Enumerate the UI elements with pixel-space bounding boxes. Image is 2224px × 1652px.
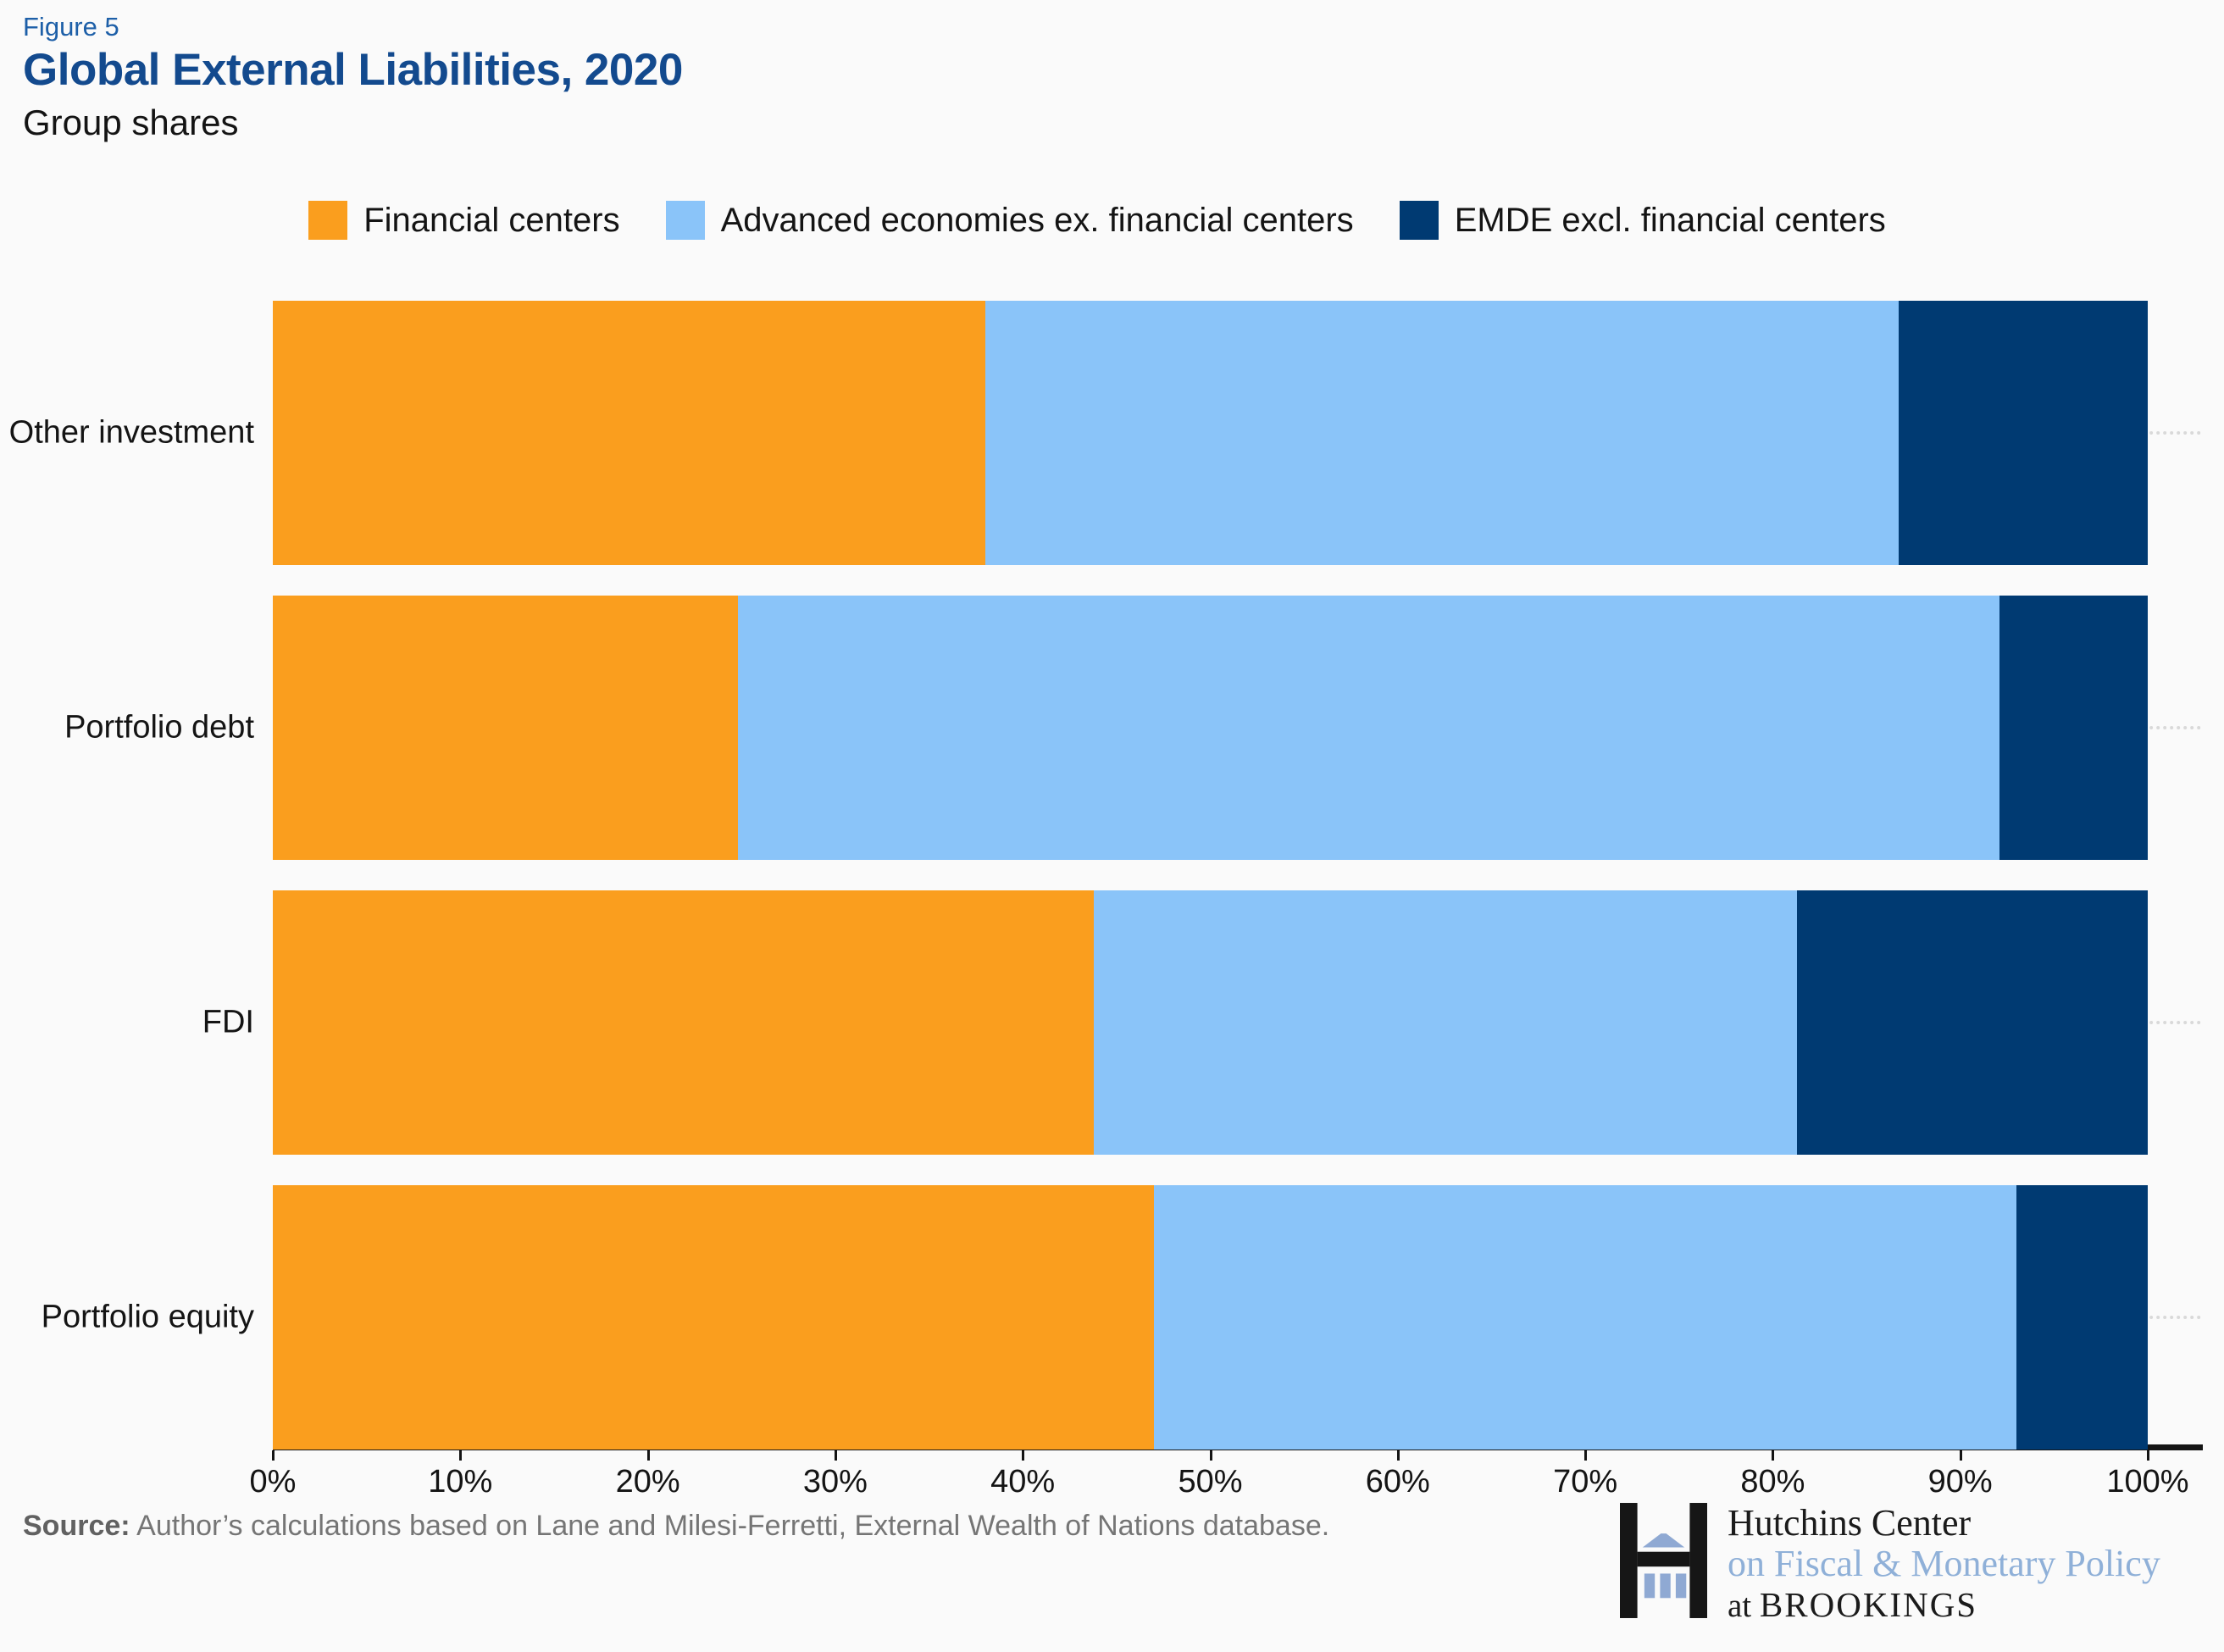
- category-label: FDI: [202, 1004, 254, 1040]
- category-label: Other investment: [8, 414, 254, 451]
- source-text: Author’s calculations based on Lane and …: [130, 1510, 1330, 1542]
- x-axis-tick-mark: [1396, 1450, 1400, 1461]
- bar-segment-advanced-economies-ex-financial-centers: [1094, 890, 1798, 1155]
- legend-label: EMDE excl. financial centers: [1454, 201, 1886, 239]
- x-axis-tick-mark: [834, 1450, 837, 1461]
- bar-segment-emde-excl-financial-centers: [1999, 596, 2148, 860]
- logo-at-prefix: at: [1728, 1588, 1760, 1624]
- bar-segment-emde-excl-financial-centers: [2016, 1185, 2148, 1450]
- legend-label: Financial centers: [363, 201, 620, 239]
- logo-line-hutchins-center: Hutchins Center: [1728, 1502, 1972, 1544]
- x-axis-tick-label: 70%: [1553, 1464, 1618, 1500]
- chart-legend: Financial centers Advanced economies ex. …: [0, 201, 2194, 240]
- x-axis-tick-mark: [1772, 1450, 1775, 1461]
- x-axis-tick-label: 90%: [1927, 1464, 1993, 1500]
- legend-swatch-icon: [308, 201, 348, 240]
- x-axis-tick-label: 10%: [428, 1464, 493, 1500]
- chart-row-portfolio-equity: Portfolio equity: [0, 1185, 2224, 1450]
- bar-segment-advanced-economies-ex-financial-centers: [1154, 1185, 2017, 1450]
- logo-line-at-brookings: at BROOKINGS: [1728, 1584, 2160, 1627]
- source-note: Source: Author’s calculations based on L…: [23, 1510, 1329, 1543]
- x-axis-tick-label: 30%: [802, 1464, 868, 1500]
- hutchins-brookings-logo: Hutchins Center on Fiscal & Monetary Pol…: [1620, 1503, 2160, 1627]
- category-label: Portfolio equity: [41, 1299, 254, 1335]
- legend-item-financial-centers: Financial centers: [308, 201, 620, 240]
- bar-track: [273, 1185, 2148, 1450]
- chart-subtitle: Group shares: [23, 103, 239, 142]
- x-axis-tick-mark: [1959, 1450, 1962, 1461]
- x-axis-tick-mark: [1022, 1450, 1025, 1461]
- x-axis-tick-mark: [2147, 1450, 2149, 1461]
- bar-segment-financial-centers: [273, 890, 1095, 1155]
- chart-row-other-investment: Other investment: [0, 301, 2224, 565]
- chart-row-fdi: FDI: [0, 890, 2224, 1155]
- logo-line-fiscal-monetary: on Fiscal & Monetary Policy: [1728, 1543, 2160, 1584]
- bar-segment-emde-excl-financial-centers: [1797, 890, 2148, 1155]
- logo-brookings-name: BROOKINGS: [1759, 1585, 1978, 1624]
- bar-segment-advanced-economies-ex-financial-centers: [737, 596, 2000, 860]
- bar-track: [273, 890, 2148, 1155]
- bar-track: [273, 301, 2148, 565]
- x-axis-tick-mark: [459, 1450, 463, 1461]
- x-axis-tick-mark: [646, 1450, 650, 1461]
- bar-track: [273, 596, 2148, 860]
- page-title: Global External Liabilities, 2020: [23, 45, 683, 95]
- logo-text: Hutchins Center on Fiscal & Monetary Pol…: [1728, 1503, 2160, 1627]
- bar-segment-advanced-economies-ex-financial-centers: [984, 301, 1899, 565]
- x-axis-tick-label: 50%: [1178, 1464, 1243, 1500]
- legend-item-advanced-economies-ex-financial-centers: Advanced economies ex. financial centers: [665, 201, 1354, 240]
- source-label: Source:: [23, 1510, 130, 1542]
- x-axis-tick-label: 40%: [990, 1464, 1056, 1500]
- bar-segment-financial-centers: [273, 596, 738, 860]
- legend-item-emde-excl-financial-centers: EMDE excl. financial centers: [1399, 201, 1886, 240]
- hutchins-h-logo-icon: [1620, 1503, 1707, 1622]
- x-axis-tick-label: 20%: [615, 1464, 680, 1500]
- legend-swatch-icon: [665, 201, 705, 240]
- legend-label: Advanced economies ex. financial centers: [720, 201, 1354, 239]
- x-axis-tick-label: 100%: [2106, 1464, 2189, 1500]
- x-axis-tick-mark: [272, 1450, 275, 1461]
- bar-segment-financial-centers: [273, 301, 985, 565]
- x-axis-tick-label: 60%: [1365, 1464, 1430, 1500]
- bar-chart: Other investment Portfolio debt FDI Portfol…: [0, 301, 2224, 1450]
- figure-label: Figure 5: [23, 12, 119, 42]
- category-label: Portfolio debt: [64, 709, 254, 746]
- x-axis-tick-label: 0%: [249, 1464, 297, 1500]
- legend-swatch-icon: [1399, 201, 1439, 240]
- bar-segment-emde-excl-financial-centers: [1898, 301, 2148, 565]
- bar-segment-financial-centers: [273, 1185, 1155, 1450]
- x-axis-ticks: 0% 10% 20% 30% 40% 50% 60% 70% 80% 90% 100%: [250, 1450, 2189, 1510]
- chart-row-portfolio-debt: Portfolio debt: [0, 596, 2224, 860]
- x-axis-tick-mark: [1584, 1450, 1588, 1461]
- x-axis-tick-label: 80%: [1740, 1464, 1805, 1500]
- x-axis-tick-mark: [1209, 1450, 1212, 1461]
